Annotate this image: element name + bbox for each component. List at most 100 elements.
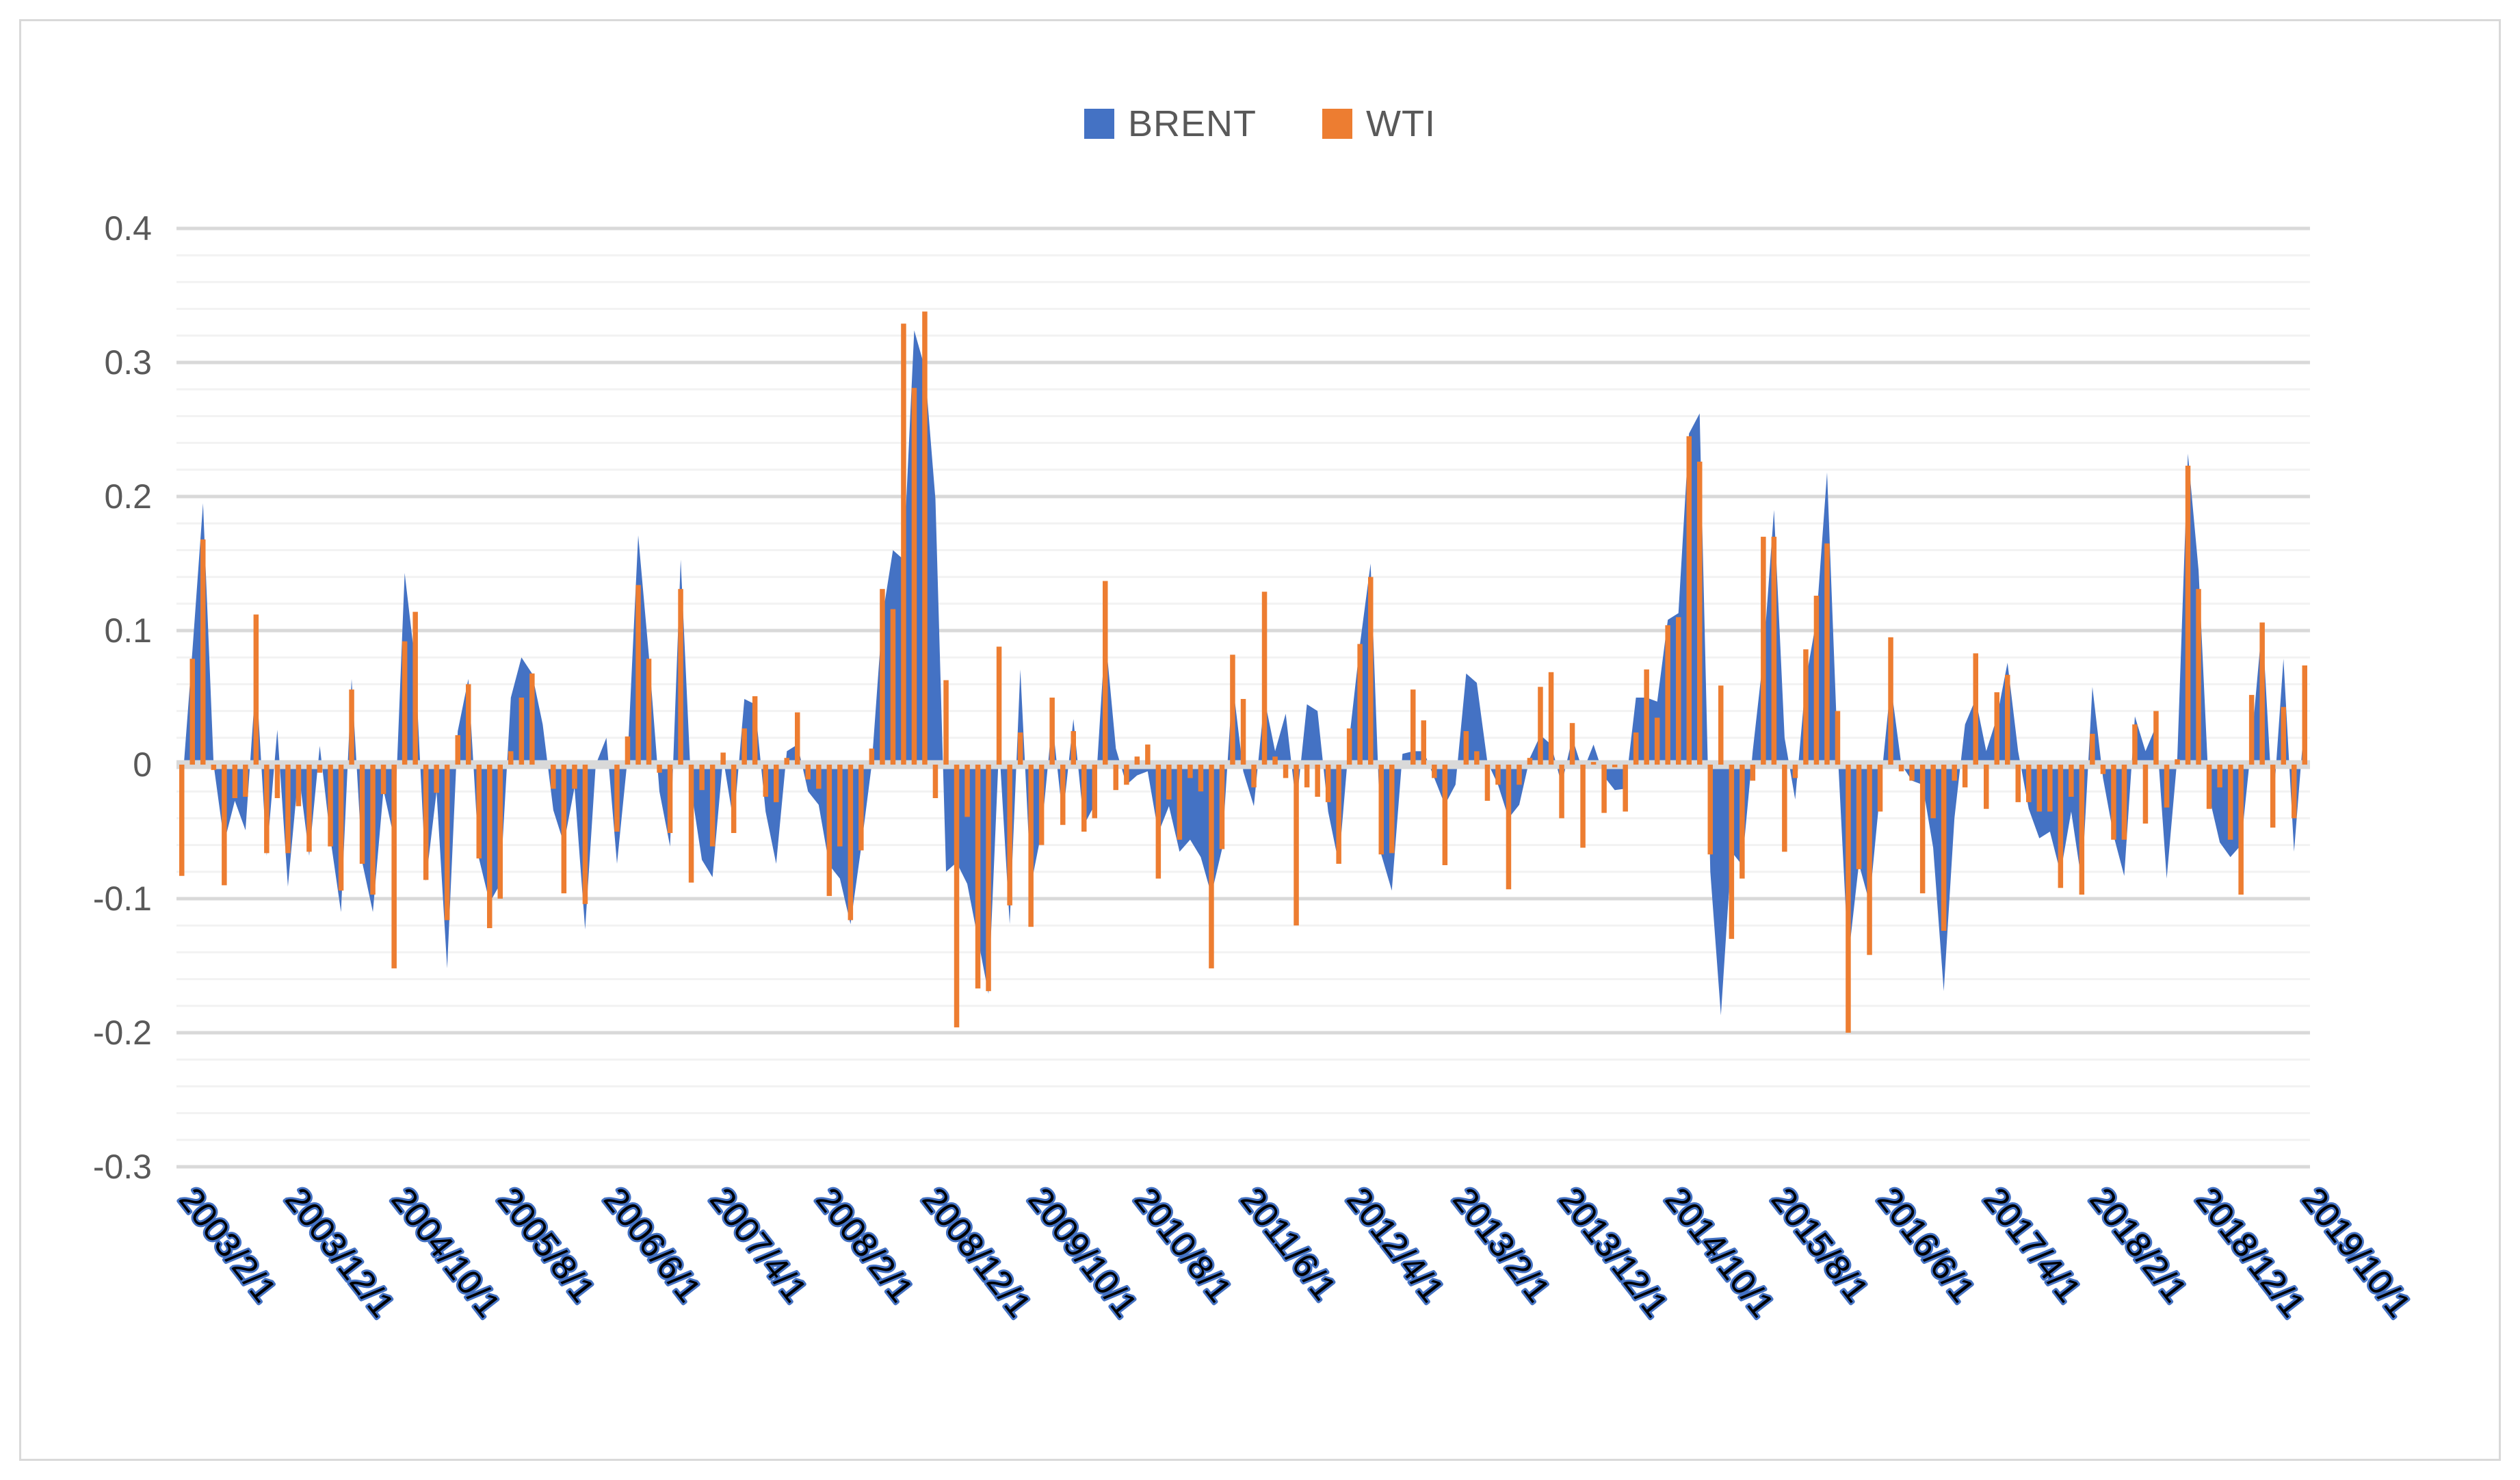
wti-bar (423, 765, 429, 880)
wti-bar (890, 609, 896, 765)
wti-bar (1166, 765, 1172, 800)
wti-bar (741, 728, 747, 765)
wti-bar (497, 765, 503, 899)
x-tick-label: 2010/8/1 (1127, 1180, 1239, 1309)
wti-bar (1060, 765, 1066, 825)
wti-bar (1038, 765, 1045, 845)
y-tick-label: 0.3 (104, 343, 152, 382)
wti-bar (1846, 765, 1851, 1033)
wti-bar (1803, 649, 1809, 765)
wti-bar (1973, 653, 1978, 765)
wti-bar (986, 765, 991, 992)
wti-bar (2069, 765, 2074, 797)
y-tick-label: 0 (133, 745, 152, 784)
wti-bar (1919, 765, 1926, 894)
wti-bar (1984, 765, 1989, 809)
x-tick-label: 2003/2/1 (172, 1180, 284, 1309)
wti-bar (328, 765, 333, 847)
wti-bar (2100, 765, 2106, 774)
wti-bar (1410, 689, 1416, 765)
wti-bar (551, 765, 556, 789)
wti-bar (784, 758, 789, 765)
wti-bar (2026, 765, 2032, 802)
wti-bar (635, 585, 641, 765)
wti-bar (1644, 669, 1649, 765)
x-tick-label: 2013/2/1 (1445, 1180, 1558, 1309)
wti-bar (2164, 765, 2170, 808)
wti-bar (519, 698, 525, 765)
wti-bar (2196, 589, 2201, 765)
wti-bar (2090, 733, 2095, 765)
wti-bar (338, 765, 344, 891)
wti-bar (911, 388, 917, 765)
wti-bar (837, 765, 843, 847)
wti-bar (274, 765, 280, 798)
wti-bar (2292, 765, 2297, 819)
wti-bar (2302, 665, 2307, 765)
wti-bar (1612, 765, 1618, 767)
wti-bar (434, 765, 439, 793)
wti-bar (2036, 765, 2043, 812)
wti-bar (572, 765, 577, 789)
wti-bar (179, 765, 185, 876)
wti-bar (1909, 765, 1915, 781)
wti-bar (1538, 687, 1543, 765)
legend-item-brent[interactable]: BRENT (1084, 103, 1257, 145)
wti-bar (2142, 765, 2149, 824)
wti-bar (189, 659, 195, 765)
legend: BRENT WTI (0, 103, 2520, 145)
y-tick-label: -0.1 (93, 880, 152, 918)
wti-bar (412, 611, 418, 765)
wti-bar (1028, 765, 1034, 927)
wti-bar (391, 765, 397, 968)
wti-bar (1930, 765, 1936, 819)
x-tick-label: 2008/12/1 (915, 1180, 1038, 1324)
wti-bar (1145, 744, 1151, 765)
wti-bar (1017, 732, 1023, 765)
x-tick-label: 2018/12/1 (2188, 1180, 2312, 1324)
x-tick-label: 2006/6/1 (596, 1180, 709, 1309)
wti-bar (1336, 765, 1341, 864)
wti-bar (582, 765, 588, 904)
wti-bar (922, 311, 928, 765)
wti-bar (720, 752, 726, 765)
wti-bar (466, 684, 471, 765)
wti-bar (975, 765, 981, 989)
y-tick-label: 0.1 (104, 611, 152, 650)
wti-bar (625, 736, 631, 765)
wti-bar (2217, 765, 2222, 788)
wti-bar (1495, 765, 1501, 785)
y-axis-labels: 0.4 0.3 0.2 0.1 0 -0.1 -0.2 -0.3 (93, 209, 152, 1186)
wti-bar (1962, 765, 1968, 788)
wti-bar (285, 765, 291, 854)
wti-bar (529, 673, 535, 765)
wti-bar (1357, 644, 1363, 765)
wti-bar (2227, 765, 2233, 840)
wti-bar (2079, 765, 2085, 895)
wti-bar (264, 765, 270, 854)
wti-bar (211, 765, 217, 770)
wti-bar (1665, 625, 1670, 765)
x-tick-label: 2016/6/1 (1870, 1180, 1982, 1309)
wti-bar (1484, 765, 1491, 801)
wti-bar (296, 765, 302, 806)
wti-bar (1867, 765, 1872, 955)
wti-bar (1548, 672, 1554, 765)
legend-item-wti[interactable]: WTI (1322, 103, 1436, 145)
wti-bar (1792, 765, 1798, 778)
wti-bar (1177, 765, 1183, 840)
x-tick-label: 2008/2/1 (809, 1180, 921, 1309)
x-tick-label: 2009/10/1 (1021, 1180, 1145, 1324)
wti-bar (1729, 765, 1735, 939)
y-tick-label: -0.3 (93, 1148, 152, 1186)
wti-bar (1697, 462, 1703, 765)
wti-bar (964, 765, 970, 817)
wti-bar (614, 765, 620, 832)
wti-bar (678, 589, 683, 765)
wti-bar (2132, 724, 2138, 765)
wti-bar (2259, 622, 2265, 765)
wti-legend-swatch-icon (1322, 109, 1353, 139)
x-tick-label: 2012/4/1 (1339, 1180, 1452, 1309)
wti-bar (2270, 765, 2276, 828)
wti-bar (1718, 685, 1724, 765)
